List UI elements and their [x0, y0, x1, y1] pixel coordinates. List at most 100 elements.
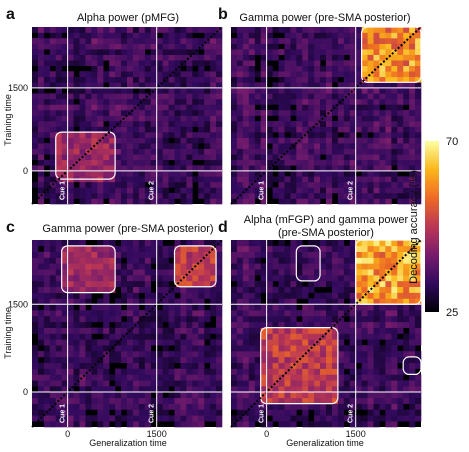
heatmap-cell: [132, 327, 140, 334]
heatmap-cell: [391, 280, 398, 288]
heatmap-cell: [343, 93, 351, 100]
heatmap-cell: [337, 298, 345, 305]
heatmap-cell: [260, 27, 267, 33]
heatmap-cell: [409, 187, 416, 194]
heatmap-cell: [32, 403, 39, 410]
heatmap-cell: [85, 187, 92, 194]
heatmap-cell: [254, 286, 261, 293]
heatmap-cell: [216, 251, 223, 258]
heatmap-cell: [180, 257, 187, 264]
heatmap-cell: [216, 280, 223, 288]
heatmap-cell: [391, 154, 398, 161]
heatmap-cell: [43, 257, 51, 264]
heatmap-cell: [367, 181, 374, 188]
heatmap-cell: [231, 263, 238, 270]
heatmap-cell: [415, 315, 422, 323]
heatmap-cell: [91, 126, 98, 133]
heatmap-cell: [109, 315, 116, 323]
heatmap-cell: [144, 60, 152, 67]
heatmap-cell: [409, 345, 416, 352]
heatmap-cell: [231, 143, 238, 149]
heatmap-cell: [379, 82, 386, 89]
heatmap-cell: [296, 121, 303, 127]
heatmap-cell: [355, 269, 362, 276]
heatmap-cell: [204, 327, 211, 334]
heatmap-cell: [272, 27, 279, 33]
heatmap-cell: [186, 71, 193, 78]
heatmap-cell: [326, 245, 333, 252]
heatmap-cell: [174, 251, 181, 258]
heatmap-cell: [272, 93, 279, 100]
heatmap-cell: [210, 159, 217, 166]
heatmap-cell: [397, 49, 404, 55]
heatmap-cell: [260, 143, 267, 149]
heatmap-cell: [326, 87, 333, 94]
heatmap-cell: [403, 187, 410, 194]
heatmap-cell: [296, 109, 303, 116]
heatmap-cell: [248, 327, 256, 334]
heatmap-cell: [248, 374, 256, 381]
heatmap-cell: [355, 280, 362, 288]
heatmap-cell: [254, 49, 261, 55]
heatmap-cell: [266, 245, 273, 252]
heatmap-cell: [32, 76, 39, 83]
heatmap-cell: [121, 176, 128, 183]
heatmap-cell: [109, 115, 116, 122]
heatmap-cell: [367, 27, 374, 33]
heatmap-cell: [55, 121, 62, 127]
heatmap-cell: [180, 27, 187, 33]
heatmap-cell: [37, 386, 45, 393]
heatmap-cell: [314, 397, 321, 404]
heatmap-cell: [343, 143, 351, 149]
heatmap-cell: [37, 165, 45, 172]
heatmap-cell: [216, 421, 223, 428]
heatmap-cell: [302, 148, 309, 155]
heatmap-cell: [284, 286, 291, 293]
heatmap-cell: [391, 298, 398, 305]
heatmap-cell: [204, 415, 211, 422]
heatmap-cell: [260, 87, 267, 94]
panel-label-a: a: [6, 6, 15, 23]
heatmap-cell: [162, 87, 169, 94]
heatmap-cell: [168, 198, 175, 205]
heatmap-cell: [254, 143, 261, 149]
heatmap-cell: [236, 109, 244, 116]
heatmap-cell: [97, 98, 104, 105]
heatmap-cell: [73, 32, 80, 39]
heatmap-cell: [156, 192, 163, 199]
heatmap-cell: [168, 315, 175, 323]
heatmap-cell: [326, 374, 333, 381]
heatmap-cell: [367, 391, 374, 399]
heatmap-cell: [103, 362, 110, 369]
heatmap-cell: [115, 38, 122, 44]
heatmap-cell: [337, 321, 345, 328]
heatmap-cell: [32, 304, 39, 311]
heatmap-cell: [320, 121, 327, 127]
heatmap-cell: [385, 409, 392, 416]
heatmap-cell: [409, 245, 416, 252]
heatmap-cell: [37, 27, 45, 33]
heatmap-cell: [186, 286, 193, 293]
heatmap-cell: [308, 27, 315, 33]
heatmap-cell: [254, 368, 261, 375]
heatmap-cell: [272, 409, 279, 416]
heatmap-cell: [174, 321, 181, 328]
heatmap-cell: [320, 310, 327, 317]
heatmap-cell: [331, 304, 339, 311]
heatmap-cell: [337, 386, 345, 393]
heatmap-cell: [367, 263, 374, 270]
heatmap-cell: [308, 192, 315, 199]
heatmap-cell: [150, 362, 157, 369]
heatmap-cell: [296, 181, 303, 188]
heatmap-cell: [361, 403, 368, 410]
heatmap-cell: [361, 104, 368, 111]
heatmap-cell: [91, 339, 98, 346]
heatmap-cell: [162, 109, 169, 116]
heatmap-cell: [290, 356, 297, 364]
significance-cluster-outline: [61, 245, 116, 294]
heatmap-cell: [49, 115, 57, 122]
heatmap-cell: [85, 76, 92, 83]
heatmap-cell: [409, 310, 416, 317]
heatmap-cell: [331, 126, 339, 133]
heatmap-cell: [109, 165, 116, 172]
